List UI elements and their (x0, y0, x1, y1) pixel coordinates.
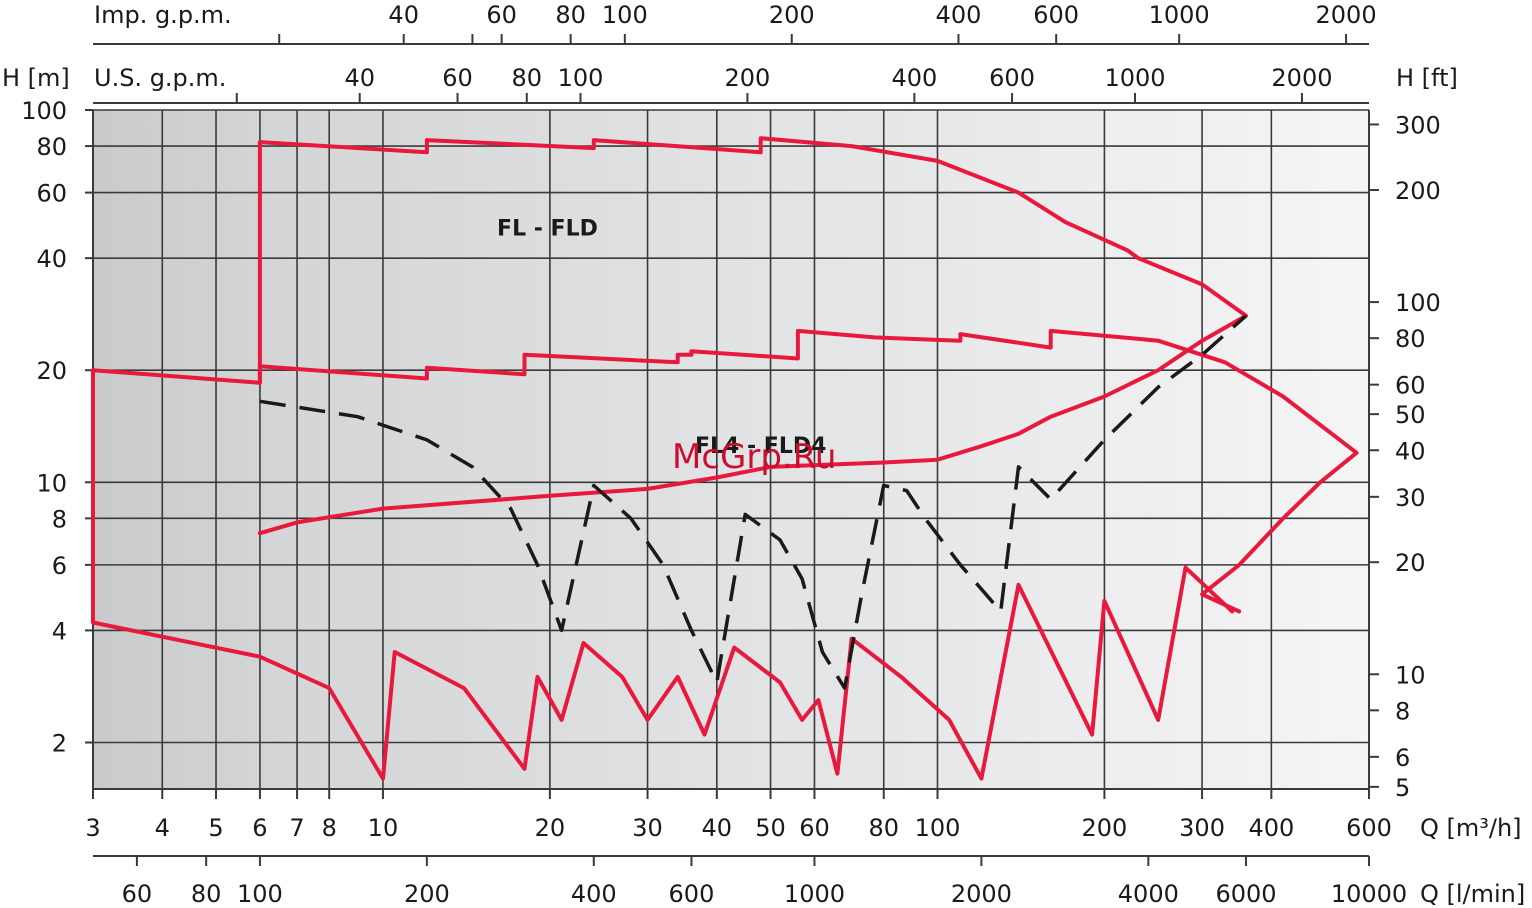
series-annotation: FL4 - FLD4 (695, 434, 826, 459)
x-tick-label: 7 (289, 814, 304, 842)
lmin-tick-label: 1000 (784, 880, 845, 908)
lmin-tick-label: 200 (404, 880, 450, 908)
lmin-tick-label: 600 (669, 880, 715, 908)
x-tick-label: 30 (632, 814, 663, 842)
y-tick-label: 20 (36, 357, 67, 385)
imp-gpm-tick-label: 400 (936, 1, 982, 29)
lmin-tick-label: 4000 (1118, 880, 1179, 908)
us-gpm-tick-label: 200 (725, 64, 771, 92)
us-gpm-tick-label: 80 (512, 64, 543, 92)
x-tick-label: 8 (322, 814, 337, 842)
us-gpm-tick-label: 100 (558, 64, 604, 92)
series-line-2 (91, 368, 1235, 781)
series-lines (91, 136, 1359, 781)
us-gpm-tick-label: 40 (344, 64, 375, 92)
x-tick-label: 200 (1082, 814, 1128, 842)
y-tick-label: 4 (52, 617, 67, 645)
imp-gpm-tick-label: 1000 (1149, 1, 1210, 29)
imp-gpm-tick-label: 80 (555, 1, 586, 29)
lmin-tick-label: 400 (571, 880, 617, 908)
x-tick-label: 60 (799, 814, 830, 842)
lmin-tick-label: 80 (191, 880, 222, 908)
imp-gpm-tick-label: 40 (388, 1, 419, 29)
x-tick-label: 3 (85, 814, 100, 842)
y-tick-label: 2 (52, 729, 67, 757)
ft-tick-label: 5 (1395, 774, 1410, 802)
x-tick-label: 5 (208, 814, 223, 842)
x-axis-title: Q [m³/h] (1420, 814, 1522, 842)
imp-gpm-tick-label: 60 (486, 1, 517, 29)
imp-gpm-tick-label: 200 (769, 1, 815, 29)
series-annotation: FL - FLD (497, 217, 598, 242)
x-tick-label: 50 (755, 814, 786, 842)
left-y-axis-title: H [m] (2, 64, 70, 92)
us-gpm-tick-label: 400 (891, 64, 937, 92)
lmin-tick-label: 10000 (1331, 880, 1407, 908)
ft-tick-label: 8 (1395, 697, 1410, 725)
y-tick-label: 100 (21, 97, 67, 125)
x-tick-label: 80 (868, 814, 899, 842)
x-tick-label: 6 (252, 814, 267, 842)
us-gpm-tick-label: 60 (442, 64, 473, 92)
watermark: McGrp.Ru (672, 437, 836, 477)
us-gpm-tick-label: 600 (989, 64, 1035, 92)
imp-gpm-tick-label: 100 (602, 1, 648, 29)
x-tick-label: 20 (535, 814, 566, 842)
ft-tick-label: 50 (1395, 401, 1426, 429)
ft-tick-label: 300 (1395, 111, 1441, 139)
x-tick-label: 400 (1248, 814, 1294, 842)
y-tick-label: 40 (36, 245, 67, 273)
annotations: FL - FLD FL4 - FLD4 (497, 217, 826, 459)
x-tick-label: 600 (1346, 814, 1392, 842)
x-tick-label: 300 (1179, 814, 1225, 842)
ft-tick-label: 20 (1395, 549, 1426, 577)
x-tick-label: 40 (702, 814, 733, 842)
ft-tick-label: 100 (1395, 289, 1441, 317)
lmin-tick-label: 60 (122, 880, 153, 908)
ft-tick-label: 30 (1395, 484, 1426, 512)
us-gpm-tick-label: 1000 (1104, 64, 1165, 92)
lmin-axis-title: Q [l/min] (1420, 880, 1525, 908)
lmin-tick-label: 2000 (951, 880, 1012, 908)
ft-tick-label: 40 (1395, 437, 1426, 465)
lmin-tick-label: 6000 (1215, 880, 1276, 908)
lmin-tick-label: 100 (237, 880, 283, 908)
y-tick-label: 8 (52, 505, 67, 533)
y-tick-label: 10 (36, 469, 67, 497)
ft-tick-label: 200 (1395, 177, 1441, 205)
ft-tick-label: 6 (1395, 744, 1410, 772)
y-tick-label: 80 (36, 133, 67, 161)
imp-gpm-tick-label: 2000 (1316, 1, 1377, 29)
ft-tick-label: 10 (1395, 661, 1426, 689)
x-tick-label: 10 (368, 814, 399, 842)
ft-tick-label: 80 (1395, 325, 1426, 353)
imp-gpm-axis-title: Imp. g.p.m. (94, 1, 232, 29)
series-line-1 (257, 328, 1359, 614)
y-tick-label: 60 (36, 180, 67, 208)
series-line-3 (259, 314, 1248, 690)
us-gpm-tick-label: 2000 (1271, 64, 1332, 92)
x-tick-label: 4 (155, 814, 170, 842)
y-tick-label: 6 (52, 552, 67, 580)
right-y-axis-title: H [ft] (1396, 64, 1458, 92)
ft-tick-label: 60 (1395, 372, 1426, 400)
us-gpm-axis-title: U.S. g.p.m. (94, 64, 226, 92)
tick-labels: 3 4 5 6 7 8 10 20 30 40 50 60 80 100 200 300 400 60024681… (21, 1, 1441, 908)
imp-gpm-tick-label: 600 (1033, 1, 1079, 29)
x-tick-label: 100 (915, 814, 961, 842)
